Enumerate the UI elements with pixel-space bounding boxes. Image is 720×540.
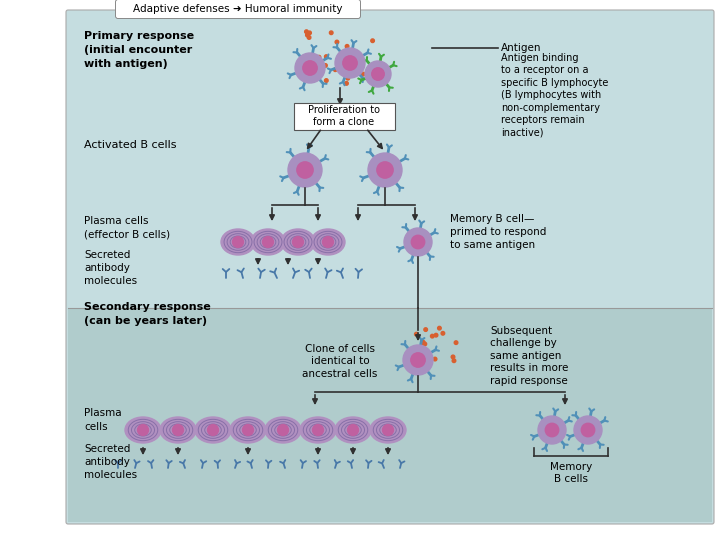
- Circle shape: [428, 357, 431, 361]
- Circle shape: [295, 53, 325, 83]
- Text: Secreted
antibody
molecules: Secreted antibody molecules: [84, 250, 137, 286]
- Circle shape: [431, 334, 434, 338]
- Circle shape: [451, 355, 455, 359]
- Ellipse shape: [281, 229, 315, 255]
- Circle shape: [371, 39, 374, 43]
- Circle shape: [335, 48, 365, 78]
- Circle shape: [303, 61, 318, 75]
- Text: Antigen: Antigen: [501, 43, 541, 53]
- Circle shape: [351, 59, 355, 63]
- Circle shape: [354, 51, 358, 55]
- Circle shape: [305, 30, 308, 33]
- Circle shape: [307, 31, 311, 35]
- Circle shape: [307, 36, 311, 39]
- Circle shape: [377, 162, 393, 178]
- Circle shape: [423, 342, 427, 346]
- Circle shape: [361, 72, 365, 76]
- Bar: [68, 308, 712, 522]
- Circle shape: [411, 353, 426, 367]
- Text: Clone of cells
identical to
ancestral cells: Clone of cells identical to ancestral ce…: [302, 344, 378, 379]
- Circle shape: [574, 416, 602, 444]
- Circle shape: [382, 424, 393, 435]
- Circle shape: [346, 76, 350, 80]
- Ellipse shape: [265, 417, 301, 443]
- Circle shape: [173, 424, 184, 435]
- Circle shape: [434, 333, 438, 337]
- Circle shape: [138, 424, 148, 435]
- Circle shape: [335, 40, 338, 44]
- Circle shape: [581, 423, 595, 437]
- Circle shape: [312, 57, 315, 60]
- Circle shape: [454, 341, 458, 345]
- Circle shape: [325, 79, 328, 82]
- Circle shape: [421, 341, 425, 344]
- Ellipse shape: [335, 417, 371, 443]
- Circle shape: [420, 344, 424, 347]
- Circle shape: [263, 237, 274, 247]
- Circle shape: [345, 82, 348, 85]
- Ellipse shape: [230, 417, 266, 443]
- Circle shape: [207, 424, 218, 435]
- Ellipse shape: [251, 229, 285, 255]
- Circle shape: [346, 75, 349, 78]
- Ellipse shape: [195, 417, 231, 443]
- Circle shape: [415, 332, 418, 336]
- FancyBboxPatch shape: [115, 0, 361, 18]
- Ellipse shape: [300, 417, 336, 443]
- Circle shape: [325, 55, 328, 58]
- Circle shape: [424, 328, 428, 332]
- Text: Proliferation to
form a clone: Proliferation to form a clone: [308, 105, 380, 127]
- Circle shape: [330, 31, 333, 35]
- Circle shape: [243, 424, 253, 435]
- Circle shape: [368, 153, 402, 187]
- Circle shape: [233, 237, 243, 247]
- Circle shape: [318, 56, 321, 59]
- Circle shape: [316, 74, 320, 78]
- FancyBboxPatch shape: [294, 103, 395, 130]
- Text: Secreted
antibody
molecules: Secreted antibody molecules: [84, 444, 137, 480]
- Circle shape: [277, 424, 289, 435]
- Circle shape: [297, 162, 313, 178]
- Ellipse shape: [221, 229, 255, 255]
- Ellipse shape: [370, 417, 406, 443]
- Circle shape: [324, 64, 328, 68]
- Circle shape: [403, 345, 433, 375]
- Circle shape: [323, 237, 333, 247]
- Circle shape: [411, 235, 425, 249]
- Circle shape: [545, 423, 559, 437]
- FancyBboxPatch shape: [66, 10, 714, 524]
- Circle shape: [433, 357, 437, 361]
- Text: Primary response
(initial encounter
with antigen): Primary response (initial encounter with…: [84, 31, 194, 69]
- Circle shape: [372, 68, 384, 80]
- Text: Plasma
cells: Plasma cells: [84, 408, 122, 431]
- Circle shape: [292, 237, 303, 247]
- Circle shape: [312, 424, 323, 435]
- Circle shape: [452, 359, 456, 362]
- Circle shape: [288, 153, 322, 187]
- Circle shape: [305, 33, 309, 37]
- Ellipse shape: [160, 417, 196, 443]
- Circle shape: [346, 44, 349, 48]
- Text: Secondary response
(can be years later): Secondary response (can be years later): [84, 302, 211, 326]
- Text: Adaptive defenses ➜ Humoral immunity: Adaptive defenses ➜ Humoral immunity: [133, 4, 343, 14]
- Text: Plasma cells
(effector B cells): Plasma cells (effector B cells): [84, 217, 170, 240]
- Circle shape: [404, 228, 432, 256]
- Ellipse shape: [311, 229, 345, 255]
- Circle shape: [438, 326, 441, 330]
- Circle shape: [348, 424, 359, 435]
- Circle shape: [538, 416, 566, 444]
- Circle shape: [365, 61, 391, 87]
- Ellipse shape: [125, 417, 161, 443]
- Text: Memory B cell—
primed to respond
to same antigen: Memory B cell— primed to respond to same…: [450, 214, 546, 250]
- Text: Antigen binding
to a receptor on a
specific B lymphocyte
(B lymphocytes with
non: Antigen binding to a receptor on a speci…: [501, 53, 608, 137]
- Circle shape: [333, 68, 337, 71]
- Circle shape: [343, 56, 357, 70]
- Circle shape: [314, 76, 318, 79]
- Text: Subsequent
challenge by
same antigen
results in more
rapid response: Subsequent challenge by same antigen res…: [490, 326, 568, 386]
- Text: Memory
B cells: Memory B cells: [550, 462, 592, 484]
- Text: Activated B cells: Activated B cells: [84, 140, 176, 150]
- Circle shape: [441, 332, 445, 335]
